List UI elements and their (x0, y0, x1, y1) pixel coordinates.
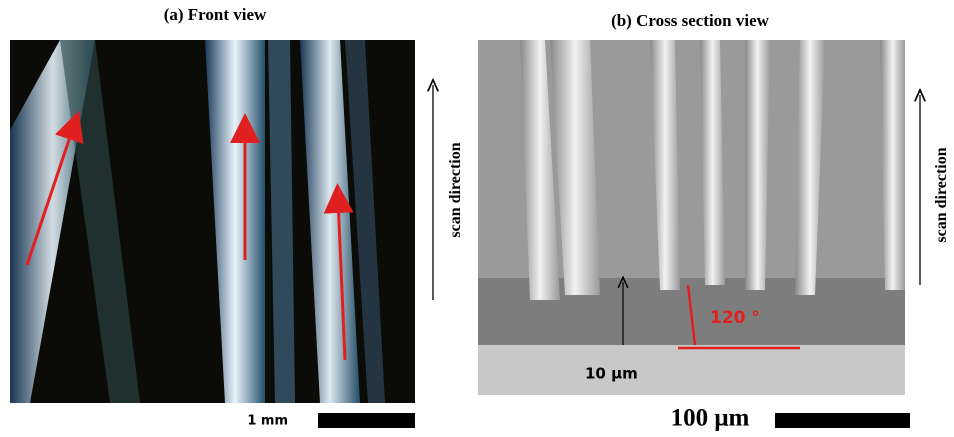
scale-bar (775, 413, 910, 428)
scale-label: 1 mm (247, 414, 288, 429)
panel-title: (b) Cross section view (611, 11, 770, 30)
scale-bar (318, 413, 415, 428)
front-view-image (10, 40, 415, 403)
angle-label: 120 ° (710, 308, 760, 328)
figure: (a) Front view scan direction 1 mm (b) C… (0, 0, 954, 437)
scale-label: 100 μm (671, 405, 750, 432)
thickness-label: 10 μm (585, 365, 638, 383)
side-label: scan direction (933, 147, 950, 242)
panel-title: (a) Front view (164, 5, 267, 24)
side-label: scan direction (447, 142, 464, 237)
cross-section-image (478, 40, 905, 395)
